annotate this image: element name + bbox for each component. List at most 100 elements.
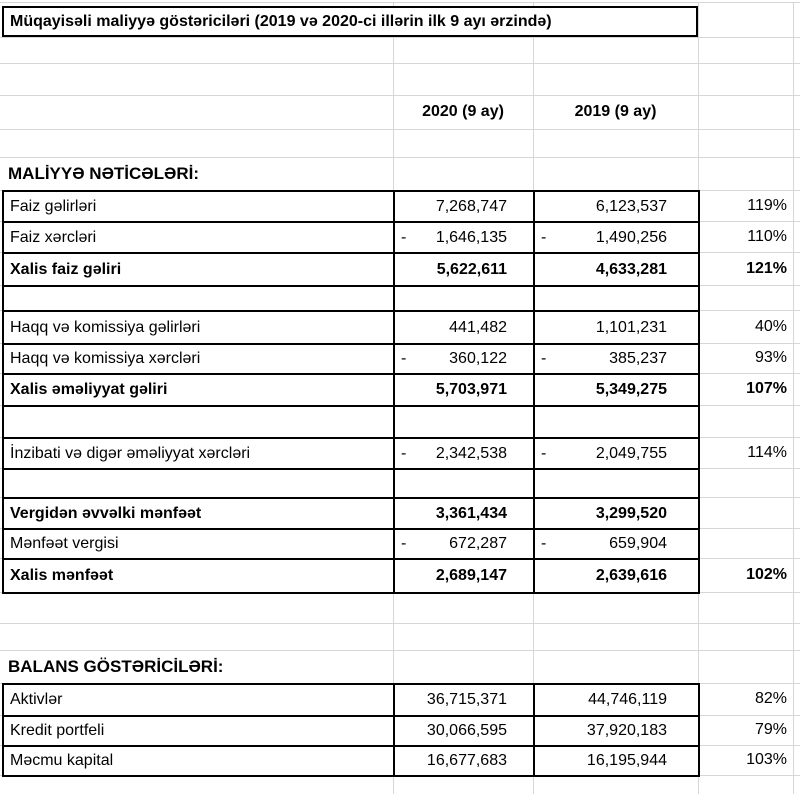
title-cell[interactable]: Müqayisəli maliyyə göstəriciləri (2019 v…: [2, 6, 698, 37]
cell-label[interactable]: Xalis faiz gəliri: [2, 252, 395, 287]
minus-sign: -: [401, 228, 407, 246]
blank-cell[interactable]: [2, 285, 395, 312]
cell-percent[interactable]: 121%: [700, 252, 793, 285]
gridline-horizontal: [0, 63, 800, 64]
section-header-financial-results[interactable]: MALİYYƏ NƏTİCƏLƏRİ:: [2, 157, 508, 190]
section-header-balance-indicators[interactable]: BALANS GÖSTƏRİCİLƏRİ:: [2, 650, 508, 683]
row-label: Haqq və komissiya xərcləri: [10, 350, 201, 367]
blank-cell[interactable]: [533, 405, 700, 439]
cell-label[interactable]: Kredit portfeli: [2, 715, 395, 747]
cell-value-2019[interactable]: 5,349,275: [533, 373, 700, 407]
column-header-2019-label: 2019 (9 ay): [574, 103, 657, 120]
cell-value-2020[interactable]: - 1,646,135: [393, 221, 535, 254]
percent-text: 82%: [754, 690, 787, 707]
cell-value-2020[interactable]: 30,066,595: [393, 715, 535, 747]
value-text: 7,268,747: [435, 197, 507, 215]
cell-label[interactable]: Aktivlər: [2, 683, 395, 717]
value-text: 5,349,275: [595, 381, 667, 398]
section-header-balance-indicators-label: BALANS GÖSTƏRİCİLƏRİ:: [8, 656, 224, 676]
value-text: 1,101,231: [595, 318, 667, 336]
cell-value-2019[interactable]: 3,299,520: [533, 497, 700, 530]
cell-percent[interactable]: 110%: [700, 221, 793, 252]
row-label: Faiz gəlirləri: [10, 197, 97, 215]
cell-value-2019[interactable]: - 1,490,256: [533, 221, 700, 254]
row-label: Xalis mənfəət: [10, 567, 114, 584]
row-label: Vergidən əvvəlki mənfəət: [10, 504, 202, 522]
percent-text: 121%: [746, 259, 787, 277]
value-text: 2,342,538: [435, 444, 507, 462]
cell-value-2020[interactable]: 2,689,147: [393, 558, 535, 594]
cell-percent[interactable]: 119%: [700, 190, 793, 221]
cell-value-2020[interactable]: - 360,122: [393, 343, 535, 375]
cell-value-2019[interactable]: 1,101,231: [533, 310, 700, 345]
column-header-2019[interactable]: 2019 (9 ay): [533, 95, 698, 129]
cell-label[interactable]: Faiz xərcləri: [2, 221, 395, 254]
cell-label[interactable]: Faiz gəlirləri: [2, 190, 395, 223]
cell-percent[interactable]: 82%: [700, 683, 793, 715]
row-label: Kredit portfeli: [10, 722, 105, 739]
cell-value-2019[interactable]: 44,746,119: [533, 683, 700, 717]
cell-value-2020[interactable]: 441,482: [393, 310, 535, 345]
cell-label[interactable]: İnzibati və digər əməliyyat xərcləri: [2, 437, 395, 470]
gridline-horizontal: [0, 157, 800, 158]
blank-cell[interactable]: [2, 405, 395, 439]
minus-sign: -: [541, 444, 547, 462]
cell-value-2019[interactable]: - 2,049,755: [533, 437, 700, 470]
gridline-horizontal: [0, 37, 800, 38]
value-text: 659,904: [609, 535, 667, 552]
cell-label[interactable]: Məcmu kapital: [2, 745, 395, 777]
cell-value-2019[interactable]: 6,123,537: [533, 190, 700, 223]
cell-value-2020[interactable]: 7,268,747: [393, 190, 535, 223]
gridline-horizontal: [0, 650, 800, 651]
cell-label[interactable]: Mənfəət vergisi: [2, 528, 395, 560]
cell-percent[interactable]: 114%: [700, 437, 793, 468]
cell-value-2020[interactable]: 3,361,434: [393, 497, 535, 530]
cell-label[interactable]: Haqq və komissiya xərcləri: [2, 343, 395, 375]
cell-value-2019[interactable]: 37,920,183: [533, 715, 700, 747]
cell-value-2020[interactable]: - 672,287: [393, 528, 535, 560]
cell-percent[interactable]: 107%: [700, 373, 793, 405]
column-header-2020[interactable]: 2020 (9 ay): [393, 95, 533, 129]
value-text: 30,066,595: [426, 722, 507, 739]
percent-text: 79%: [754, 721, 787, 738]
cell-value-2020[interactable]: 16,677,683: [393, 745, 535, 777]
page-title: Müqayisəli maliyyə göstəriciləri (2019 v…: [10, 12, 552, 30]
gridline-horizontal: [0, 2, 800, 3]
cell-label[interactable]: Haqq və komissiya gəlirləri: [2, 310, 395, 345]
minus-sign: -: [541, 535, 547, 552]
value-text: 1,646,135: [435, 228, 507, 246]
cell-value-2020[interactable]: 5,622,611: [393, 252, 535, 287]
cell-percent[interactable]: 102%: [700, 558, 793, 592]
cell-value-2019[interactable]: 2,639,616: [533, 558, 700, 594]
cell-value-2019[interactable]: 16,195,944: [533, 745, 700, 777]
blank-cell[interactable]: [533, 285, 700, 312]
blank-cell[interactable]: [393, 285, 535, 312]
blank-cell[interactable]: [533, 468, 700, 499]
cell-value-2020[interactable]: 36,715,371: [393, 683, 535, 717]
cell-value-2019[interactable]: - 659,904: [533, 528, 700, 560]
cell-value-2019[interactable]: 4,633,281: [533, 252, 700, 287]
blank-cell[interactable]: [393, 405, 535, 439]
value-text: 37,920,183: [586, 722, 667, 739]
value-text: 3,361,434: [435, 504, 507, 522]
cell-label[interactable]: Xalis əməliyyat gəliri: [2, 373, 395, 407]
value-text: 16,677,683: [426, 752, 507, 769]
gridline-horizontal: [0, 623, 800, 624]
cell-value-2019[interactable]: - 385,237: [533, 343, 700, 375]
cell-label[interactable]: Xalis mənfəət: [2, 558, 395, 594]
section-header-financial-results-label: MALİYYƏ NƏTİCƏLƏRİ:: [8, 163, 200, 183]
blank-cell[interactable]: [2, 468, 395, 499]
percent-text: 40%: [754, 317, 787, 335]
gridline-vertical: [793, 2, 794, 794]
cell-percent[interactable]: 40%: [700, 310, 793, 343]
cell-value-2020[interactable]: - 2,342,538: [393, 437, 535, 470]
cell-value-2020[interactable]: 5,703,971: [393, 373, 535, 407]
cell-percent[interactable]: 93%: [700, 343, 793, 373]
cell-percent[interactable]: 103%: [700, 745, 793, 775]
blank-cell[interactable]: [393, 468, 535, 499]
cell-label[interactable]: Vergidən əvvəlki mənfəət: [2, 497, 395, 530]
value-text: 2,639,616: [595, 567, 667, 584]
minus-sign: -: [401, 535, 407, 552]
cell-percent[interactable]: 79%: [700, 715, 793, 745]
percent-text: 103%: [746, 751, 787, 768]
